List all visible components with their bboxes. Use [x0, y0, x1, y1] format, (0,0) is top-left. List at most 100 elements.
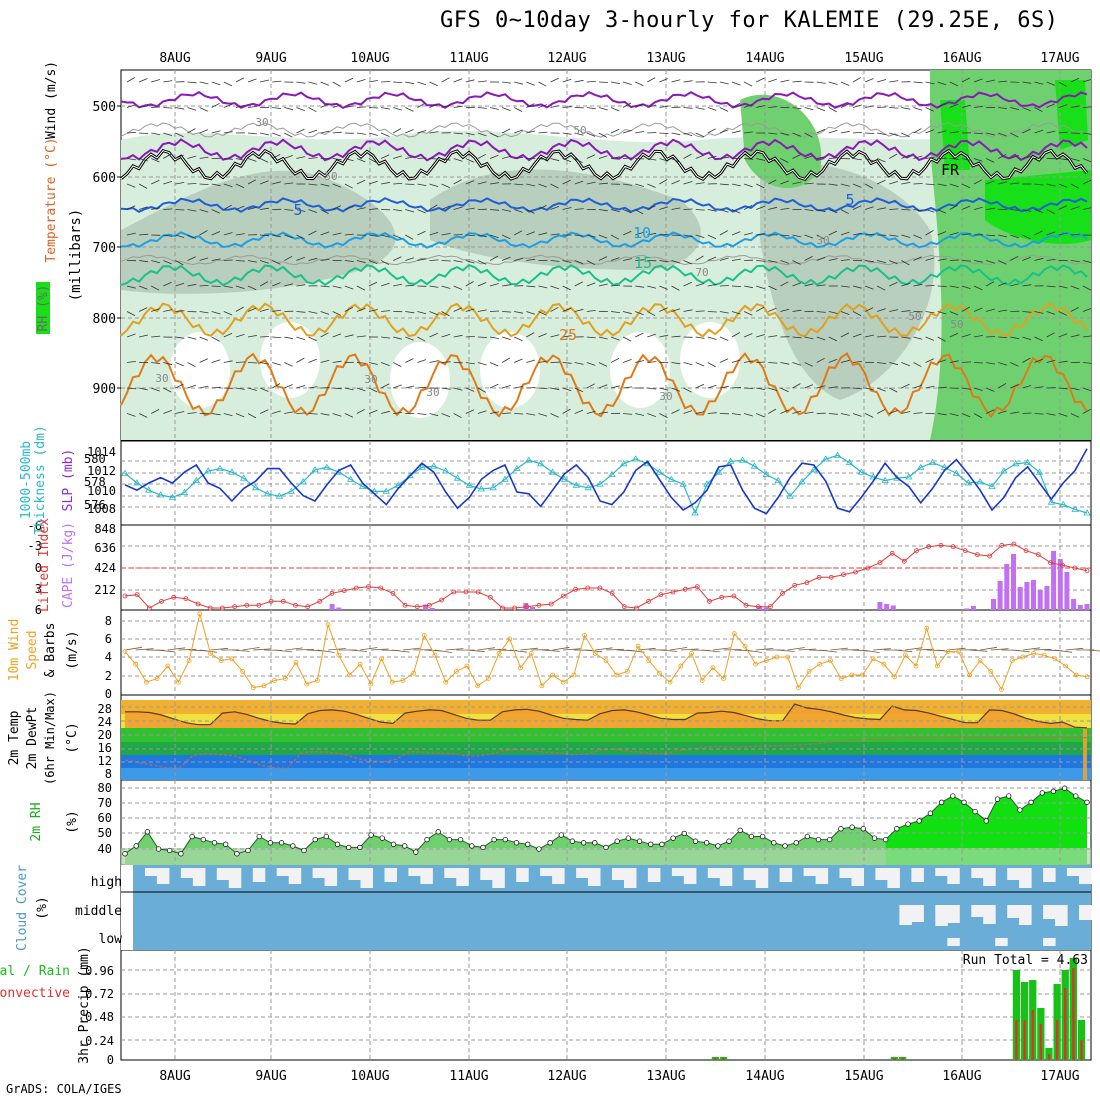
wind-barb: [707, 311, 717, 313]
wind-barb: [816, 107, 826, 112]
wind-barb: [816, 81, 826, 84]
rh-point: [502, 836, 508, 843]
wind-barb: [756, 361, 766, 363]
wind-barb: [973, 78, 983, 83]
wind-barb: [344, 158, 354, 162]
wind-barb: [719, 129, 729, 134]
wind-barb-10m: [1022, 647, 1041, 651]
thickness-point: [525, 456, 533, 463]
wind-barb: [865, 334, 874, 338]
contour-label: 50: [950, 318, 963, 331]
wind-barb: [393, 283, 403, 287]
wind-barb: [949, 158, 959, 160]
wind-barb: [272, 132, 281, 137]
cloud-clear-high: [971, 868, 984, 878]
wind-barb: [163, 387, 172, 393]
wind-barb: [731, 231, 741, 236]
wind-barb: [247, 285, 257, 291]
rh-point: [759, 833, 766, 840]
rh-point: [312, 836, 318, 843]
wind-barb: [126, 311, 136, 316]
wind-barb: [393, 81, 403, 83]
wind-barb: [973, 335, 983, 338]
lifted-index-point: [865, 565, 871, 571]
wind-barb: [393, 128, 402, 134]
lifted-index-point: [731, 593, 737, 599]
wind-barb: [296, 234, 305, 240]
wind-speed-point: [432, 652, 438, 658]
wind-barb: [647, 387, 657, 390]
wind-barb: [223, 360, 233, 363]
wind-barb: [223, 332, 233, 338]
wind-barb: [937, 359, 947, 363]
wind-barb-10m: [552, 646, 570, 651]
wind-barb: [586, 181, 596, 185]
cloud-clear-middle: [911, 905, 924, 922]
wind-barb: [538, 311, 547, 316]
wind-speed-point: [1020, 654, 1026, 660]
wind-barb: [598, 81, 608, 83]
wind-barb: [1046, 332, 1055, 338]
wind-barb: [937, 386, 947, 389]
wind-barb: [417, 311, 427, 315]
rh-tick-label: 40: [98, 842, 112, 856]
wind-barb: [417, 413, 427, 415]
wind-barb: [937, 413, 947, 416]
wind-barb: [247, 362, 258, 364]
wind-barb: [695, 310, 705, 312]
wind-barb: [223, 204, 232, 210]
thickness-point: [810, 466, 818, 473]
wind-barb: [199, 257, 209, 261]
lifted-index-point: [1035, 552, 1041, 558]
wind-barb: [804, 384, 814, 389]
wind-barb: [889, 309, 899, 312]
wind-barb: [804, 209, 814, 211]
wind-speed-point: [924, 625, 930, 631]
wind-barb: [320, 359, 330, 363]
cape-bar: [970, 606, 976, 610]
wind-barb: [828, 209, 838, 214]
wind-barb: [913, 234, 922, 239]
wind-barb: [296, 128, 305, 134]
wind-barb: [453, 78, 463, 83]
precip-convective-bar: [1023, 1020, 1026, 1060]
wind-barb: [622, 81, 632, 85]
lifted-index-point: [780, 590, 785, 596]
wind-barb: [1022, 81, 1032, 84]
wind-barb: [417, 81, 427, 86]
wind-barb: [828, 107, 837, 113]
wind-speed-point: [347, 672, 352, 678]
wind-barb: [877, 308, 886, 312]
wind-barb: [744, 387, 754, 389]
thickness-point: [133, 479, 141, 486]
wind-barb: [937, 102, 946, 108]
wind-barb: [852, 77, 861, 83]
wind-barb: [1022, 256, 1031, 261]
wind-barb: [489, 411, 499, 414]
wind-barb: [961, 233, 971, 236]
wind-barb: [308, 81, 318, 85]
wind-speed-point: [603, 658, 609, 663]
contour-label: 30: [659, 390, 672, 403]
wind-tick-label: 6: [105, 632, 112, 646]
wind-barb: [707, 209, 717, 212]
rh-point: [1017, 807, 1023, 813]
thickness-point: [501, 475, 509, 482]
wind-speed-point: [1031, 651, 1036, 656]
thickness-point: [275, 492, 284, 499]
wind-barb: [852, 333, 862, 338]
wind-barb: [211, 209, 221, 214]
cloud-layer-label: high: [91, 875, 122, 890]
wind-barb: [562, 78, 572, 83]
wind-barb: [199, 183, 209, 185]
wind-barb: [864, 206, 874, 210]
wind-speed-point: [699, 678, 705, 683]
lifted-index-point: [475, 589, 481, 595]
wind-barb: [489, 154, 499, 159]
wind-barb: [889, 208, 899, 210]
wind-barb: [744, 285, 753, 289]
wind-speed-point: [229, 656, 235, 662]
wind-barb: [272, 80, 282, 83]
wind-barb: [756, 413, 765, 418]
